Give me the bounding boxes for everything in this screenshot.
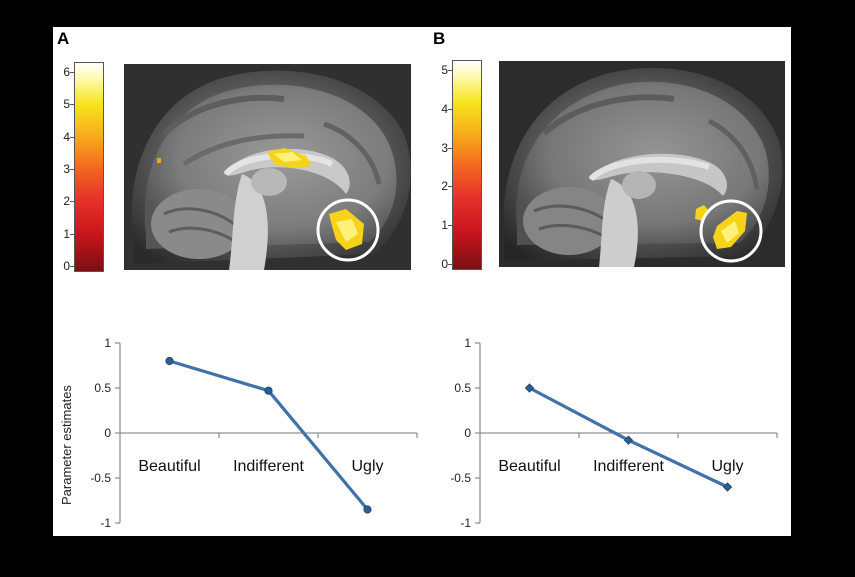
brain-slice-a xyxy=(124,64,411,270)
colorbar-tick-label: 4 xyxy=(441,101,448,116)
colorbar-tick-mark xyxy=(70,169,74,170)
data-point xyxy=(722,482,733,492)
y-tick-label: -0.5 xyxy=(90,471,111,485)
y-tick-label: -0.5 xyxy=(450,471,471,485)
category-label: Beautiful xyxy=(138,458,200,475)
colorbar-tick-mark xyxy=(70,201,74,203)
panel-label-b: B xyxy=(433,29,446,48)
colorbar-tick-label: 2 xyxy=(63,194,70,209)
y-tick-label: 0.5 xyxy=(454,381,471,395)
colorbar-tick-mark xyxy=(70,72,74,73)
brain-slice-b xyxy=(499,61,785,267)
colorbar-tick-mark xyxy=(448,108,452,110)
colorbar-tick-label: 5 xyxy=(63,97,70,112)
category-label: Beautiful xyxy=(498,458,560,475)
colorbar-tick-mark xyxy=(448,147,452,149)
line-chart-b: 1 0.5 0 -0.5 -1 Beautiful Indifferent Ugly xyxy=(450,336,778,530)
colorbar-tick-mark xyxy=(70,104,74,106)
colorbar-tick-label: 0 xyxy=(441,257,448,271)
colorbar-tick-mark xyxy=(70,136,74,138)
colorbar-tick-mark xyxy=(448,186,452,188)
y-tick-label: 0 xyxy=(104,426,111,440)
data-point xyxy=(363,505,372,514)
colorbar-tick-label: 6 xyxy=(63,65,70,79)
colorbar-tick-mark xyxy=(448,264,452,265)
data-point xyxy=(165,356,174,366)
colorbar-gradient-b xyxy=(452,60,482,270)
colorbar-gradient-a xyxy=(74,62,104,272)
panel-label-a: A xyxy=(57,29,70,48)
y-tick-label: 1 xyxy=(464,336,471,350)
data-point xyxy=(623,435,634,445)
colorbar-tick-label: 1 xyxy=(63,226,70,241)
category-label: Indifferent xyxy=(233,458,304,475)
y-tick-label: 0 xyxy=(464,426,471,440)
colorbar-tick-label: 5 xyxy=(441,63,448,77)
colorbar-tick-label: 3 xyxy=(63,162,70,176)
category-label: Ugly xyxy=(351,458,383,475)
series-line xyxy=(169,359,369,511)
category-label: Ugly xyxy=(711,458,743,475)
colorbar-tick-label: 3 xyxy=(441,140,448,155)
colorbar-tick-label: 4 xyxy=(63,129,70,144)
data-point xyxy=(264,386,273,395)
colorbar-tick-label: 0 xyxy=(63,259,70,273)
y-tick-label: 1 xyxy=(104,336,111,350)
y-tick-label: 0.5 xyxy=(94,381,111,395)
y-tick-label: -1 xyxy=(460,516,471,530)
y-axis-label: Parameter estimates xyxy=(59,385,74,505)
line-chart-a: 1 0.5 0 -0.5 -1 Beautiful Indifferent Ugly xyxy=(90,336,418,530)
category-label: Indifferent xyxy=(593,458,664,475)
colorbar-tick-label: 1 xyxy=(441,218,448,233)
colorbar-tick-mark xyxy=(448,225,452,227)
colorbar-tick-mark xyxy=(70,266,74,267)
figure: A 0 1 2 3 4 5 6 xyxy=(53,27,791,536)
colorbar-tick-mark xyxy=(448,70,452,71)
y-tick-label: -1 xyxy=(100,516,111,530)
data-point xyxy=(524,383,535,393)
colorbar-tick-mark xyxy=(70,233,74,235)
colorbar-tick-label: 2 xyxy=(441,179,448,194)
